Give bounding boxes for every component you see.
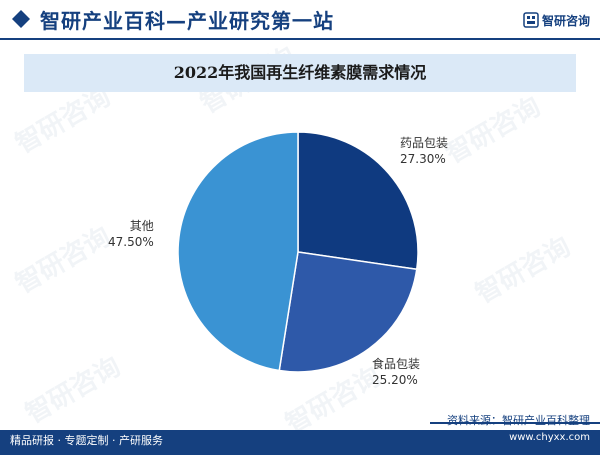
footer-url[interactable]: www.chyxx.com — [509, 432, 590, 443]
pie-slice-food — [278, 251, 418, 373]
pie-slice-pharma — [297, 131, 419, 271]
slice-label-food: 食品包装 25.20% — [372, 356, 420, 388]
footer-bar — [0, 430, 600, 455]
footer-source: 资料来源：智研产业百科整理 — [447, 414, 590, 427]
slice-label-value: 47.50% — [108, 235, 154, 249]
header-title: 智研产业百科—产业研究第一站 — [40, 9, 334, 33]
zhiyan-logo-icon — [523, 12, 539, 28]
footer-divider — [430, 422, 600, 424]
chart-title-band: 2022年我国再生纤维素膜需求情况 — [24, 54, 576, 92]
page-header: 智研产业百科—产业研究第一站 智研咨询 — [0, 0, 600, 38]
chart-title: 2022年我国再生纤维素膜需求情况 — [173, 63, 427, 82]
footer-tagline: 精品研报 · 专题定制 · 产研服务 — [10, 434, 163, 447]
slice-label-value: 25.20% — [372, 373, 418, 387]
header-divider — [0, 38, 600, 40]
slice-label-other: 其他 47.50% — [108, 218, 154, 250]
slice-label-name: 食品包装 — [372, 357, 421, 371]
pie-slice-other — [177, 131, 299, 372]
slice-label-pharma: 药品包装 27.30% — [400, 135, 448, 167]
slice-label-value: 27.30% — [400, 152, 446, 166]
diamond-icon — [12, 10, 30, 28]
slice-label-name: 药品包装 — [400, 136, 449, 150]
brand[interactable]: 智研咨询 — [523, 12, 590, 28]
slice-label-name: 其他 — [129, 219, 154, 233]
brand-name: 智研咨询 — [541, 13, 590, 28]
